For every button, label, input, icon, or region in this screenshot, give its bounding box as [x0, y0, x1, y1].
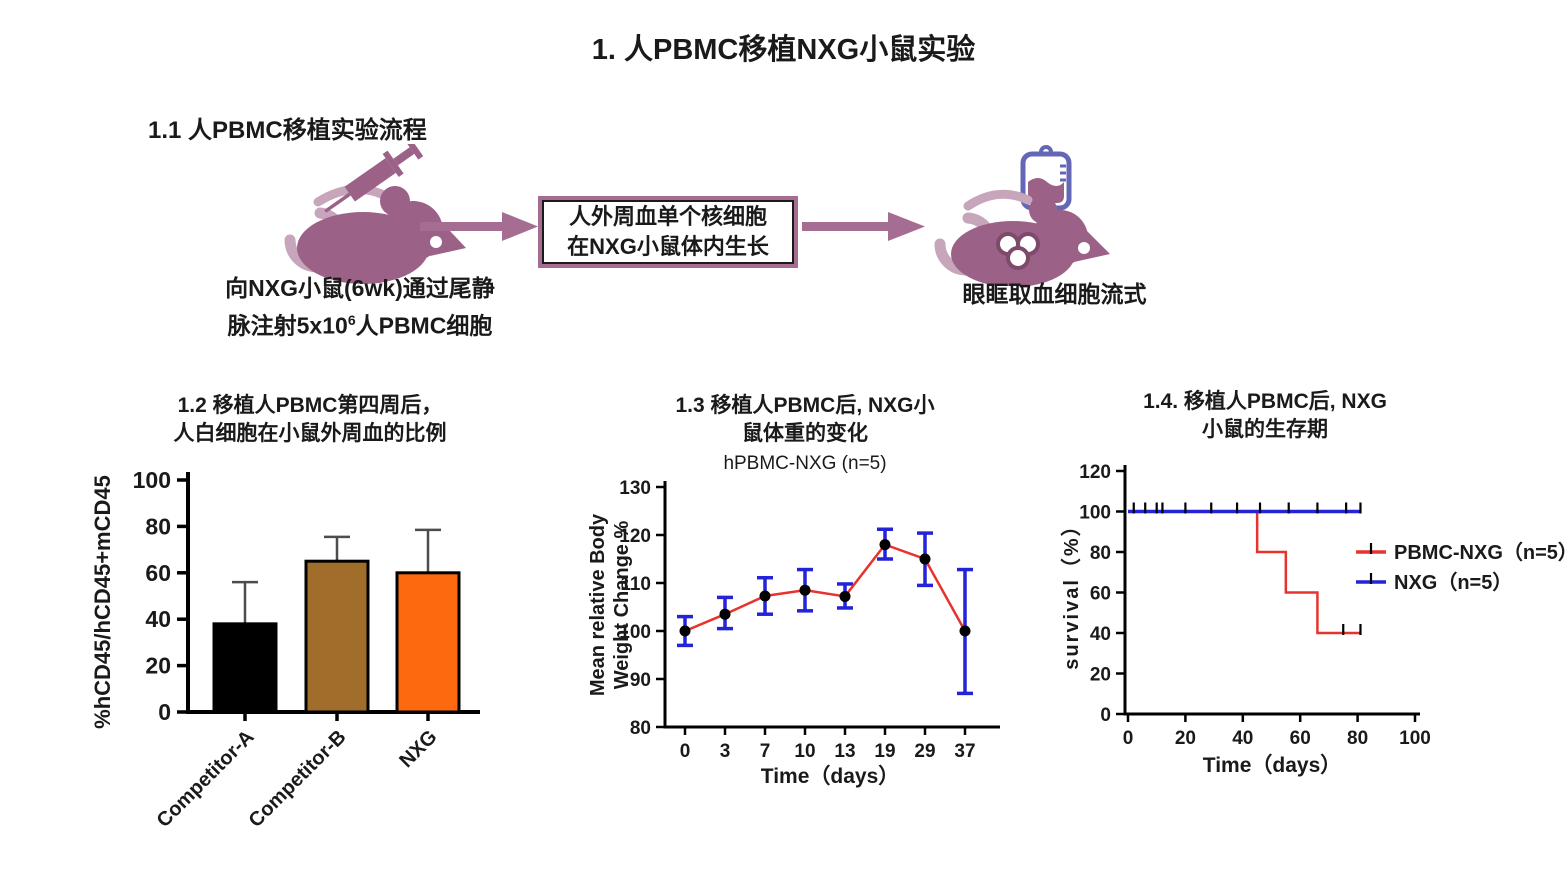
svg-text:survival（%）: survival（%） [1060, 514, 1083, 669]
flow-arrow-icon [802, 212, 925, 241]
svg-text:Time（days）: Time（days） [1203, 753, 1342, 777]
svg-text:Competitor-B: Competitor-B [245, 726, 351, 832]
svg-text:0: 0 [1123, 728, 1134, 749]
chart-1-2-title-line2: 人白细胞在小鼠外周血的比例 [173, 422, 447, 445]
mouse-with-blood-bag-icon [934, 145, 1110, 286]
svg-text:0: 0 [1100, 705, 1111, 726]
chart-1-2-title-line1: 1.2 移植人PBMC第四周后， [177, 394, 443, 417]
svg-text:0: 0 [158, 699, 171, 725]
engraftment-bar-chart: 0 20 40 60 80 100 %hCD45/hCD45+mCD45 Competitor… [90, 467, 480, 832]
svg-text:13: 13 [834, 741, 855, 762]
svg-text:120: 120 [619, 526, 651, 547]
svg-text:NXG（n=5）: NXG（n=5） [1394, 571, 1512, 594]
svg-text:100: 100 [1079, 503, 1111, 524]
svg-text:100: 100 [619, 622, 651, 643]
svg-text:110: 110 [620, 574, 651, 595]
svg-text:19: 19 [874, 741, 895, 762]
flow-box-line1: 人外周血单个核细胞 [568, 204, 767, 229]
svg-text:130: 130 [619, 478, 651, 499]
step-axes: 0 20 40 60 80 100 120 0 20 40 60 80 100 Time（days） sur… [1060, 462, 1431, 777]
chart-1-3-title-line1: 1.3 移植人PBMC后, NXG小 [675, 394, 935, 417]
syringe-icon [324, 144, 424, 213]
svg-text:20: 20 [1090, 665, 1111, 686]
flow-step1-caption-line2-pre: 脉注射5x10 [227, 312, 348, 339]
section-1-1-heading: 1.1 人PBMC移植实验流程 [148, 117, 427, 144]
svg-text:60: 60 [1290, 728, 1311, 749]
bar-NXG: NXG [395, 528, 461, 772]
weight-series-line [684, 543, 967, 633]
svg-text:40: 40 [1090, 624, 1111, 645]
cells-icon [996, 232, 1040, 270]
svg-text:Time（days）: Time（days） [761, 764, 900, 788]
svg-text:80: 80 [1090, 543, 1111, 564]
flow-step1-caption: 向NXG小鼠(6wk)通过尾静 脉注射5x106人PBMC细胞 [185, 272, 535, 342]
chart-1-4-title-line2: 小鼠的生存期 [1202, 418, 1328, 441]
svg-text:Competitor-A: Competitor-A [153, 726, 259, 832]
svg-text:60: 60 [1090, 584, 1111, 605]
chart-1-3-subtitle: hPBMC-NXG (n=5) [723, 453, 887, 474]
svg-text:NXG: NXG [395, 726, 441, 772]
flow-box: 人外周血单个核细胞 在NXG小鼠体内生长 [538, 196, 798, 268]
svg-text:40: 40 [145, 606, 171, 632]
chart-1-2-title: 1.2 移植人PBMC第四周后， 人白细胞在小鼠外周血的比例 [85, 392, 535, 448]
svg-text:PBMC-NXG（n=5）: PBMC-NXG（n=5） [1394, 541, 1567, 564]
mouse-with-syringe-icon [284, 144, 466, 284]
svg-text:37: 37 [954, 741, 975, 762]
svg-text:29: 29 [914, 741, 935, 762]
svg-text:40: 40 [1232, 728, 1253, 749]
svg-text:Weight Change %: Weight Change % [611, 521, 633, 690]
survival-series-pbmc-nxg [1128, 510, 1362, 635]
svg-text:100: 100 [1399, 728, 1431, 749]
svg-text:20: 20 [145, 653, 171, 679]
chart-1-4-title: 1.4. 移植人PBMC后, NXG 小鼠的生存期 [1050, 388, 1480, 444]
data-markers [679, 539, 971, 637]
bar-Competitor-A: Competitor-A [153, 580, 278, 832]
svg-text:7: 7 [760, 741, 771, 762]
flow-step1-caption-line1: 向NXG小鼠(6wk)通过尾静 [225, 275, 495, 301]
svg-text:%hCD45/hCD45+mCD45: %hCD45/hCD45+mCD45 [90, 475, 115, 729]
svg-text:20: 20 [1175, 728, 1196, 749]
chart-1-3-title: 1.3 移植人PBMC后, NXG小 鼠体重的变化 hPBMC-NXG (n=5… [590, 392, 1020, 478]
flow-step1-caption-sup: 6 [347, 312, 356, 328]
svg-text:80: 80 [145, 513, 171, 539]
svg-text:80: 80 [630, 718, 651, 739]
flow-arrow-icon [420, 212, 538, 241]
svg-text:100: 100 [133, 467, 171, 493]
chart-1-4-title-line1: 1.4. 移植人PBMC后, NXG [1143, 390, 1387, 413]
flow-box-line2: 在NXG小鼠体内生长 [567, 234, 769, 259]
chart-1-3-title-line2: 鼠体重的变化 [742, 422, 868, 445]
legend: PBMC-NXG（n=5） NXG（n=5） [1356, 541, 1567, 594]
flow-step3-caption: 眼眶取血细胞流式 [962, 281, 1147, 307]
svg-text:3: 3 [720, 741, 731, 762]
svg-text:80: 80 [1347, 728, 1368, 749]
survival-step-chart: 0 20 40 60 80 100 120 0 20 40 60 80 100 Time（days） sur… [1060, 462, 1567, 777]
svg-text:120: 120 [1079, 462, 1111, 483]
svg-text:10: 10 [794, 741, 815, 762]
svg-text:60: 60 [145, 560, 171, 586]
svg-text:90: 90 [630, 670, 651, 691]
svg-text:Mean relative Body: Mean relative Body [587, 513, 609, 696]
survival-series-nxg [1128, 502, 1362, 514]
flow-step1-caption-line2-post: 人PBMC细胞 [355, 312, 493, 339]
page-title: 1. 人PBMC移植NXG小鼠实验 [591, 34, 976, 66]
svg-text:0: 0 [680, 741, 691, 762]
